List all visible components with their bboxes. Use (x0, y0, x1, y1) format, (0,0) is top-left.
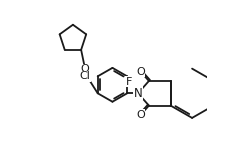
Text: F: F (125, 77, 131, 87)
Text: Cl: Cl (79, 71, 90, 81)
Text: O: O (135, 67, 144, 77)
Text: O: O (80, 64, 89, 74)
Text: N: N (133, 87, 142, 100)
Text: O: O (135, 110, 144, 120)
